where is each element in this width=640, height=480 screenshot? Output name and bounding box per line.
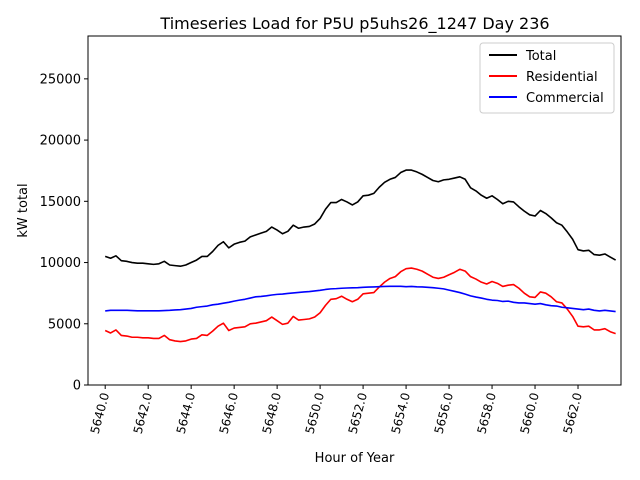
x-axis-label: Hour of Year: [315, 451, 395, 466]
legend: Total Residential Commercial: [479, 42, 615, 114]
y-axis-ticks: 0 5000 10000 15000 20000 25000: [40, 72, 88, 394]
series-line-total: [104, 169, 617, 268]
y-tick-label: 25000: [40, 72, 81, 87]
y-axis-label: kW total: [16, 183, 31, 237]
legend-label-commercial: Commercial: [526, 91, 604, 106]
series-line-residential: [104, 267, 616, 343]
plot-frame: [87, 35, 622, 386]
series-layer: [104, 169, 617, 343]
y-tick-label: 10000: [40, 256, 81, 271]
series-line-commercial: [105, 285, 616, 313]
legend-label-residential: Residential: [526, 70, 598, 85]
y-tick-label: 5000: [48, 317, 81, 332]
legend-box: [479, 42, 615, 114]
legend-label-total: Total: [525, 49, 556, 64]
chart-title: Timeseries Load for P5U p5uhs26_1247 Day…: [159, 14, 549, 34]
y-tick-label: 20000: [40, 134, 81, 149]
y-tick-label: 0: [73, 379, 81, 394]
y-tick-label: 15000: [40, 195, 81, 210]
